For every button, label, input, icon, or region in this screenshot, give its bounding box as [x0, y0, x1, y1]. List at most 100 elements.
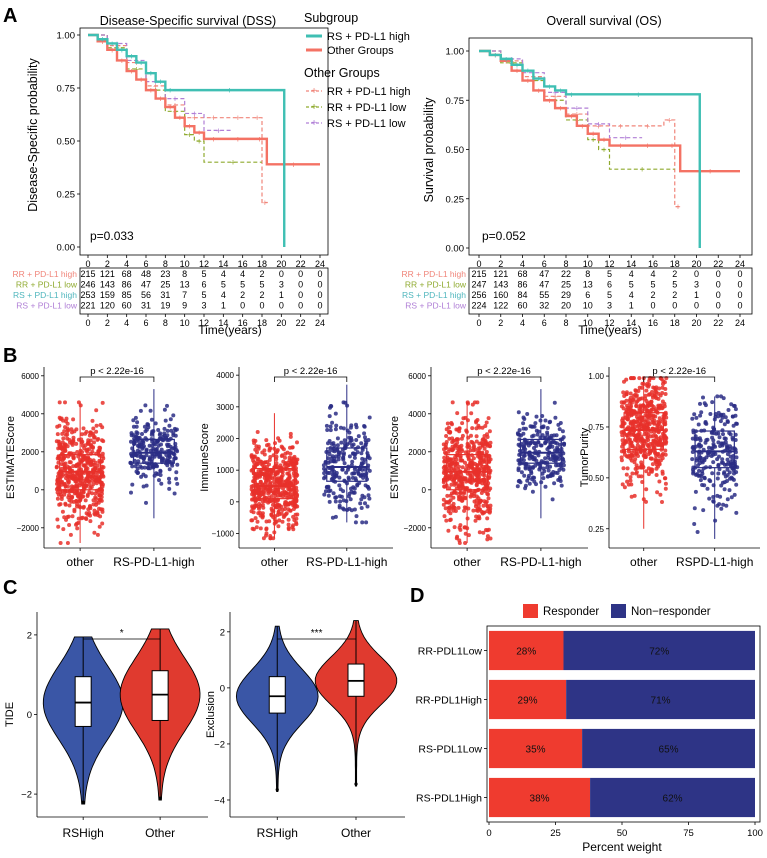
violin-y-label: Exclusion — [205, 691, 217, 738]
jitter-point — [658, 492, 663, 497]
jitter-point — [334, 474, 338, 479]
jitter-point — [143, 474, 148, 479]
box-y-tick-label: −2000 — [404, 524, 427, 533]
jitter-point — [453, 460, 457, 465]
jitter-point — [81, 426, 86, 431]
jitter-point — [144, 448, 149, 453]
jitter-point — [525, 412, 530, 416]
jitter-point — [628, 391, 633, 396]
panel-letter-b: B — [3, 345, 17, 367]
jitter-point — [94, 496, 99, 501]
jitter-point — [692, 412, 697, 417]
jitter-point — [158, 473, 163, 477]
km-censor-mark: + — [211, 134, 216, 144]
jitter-point — [703, 403, 708, 408]
jitter-point — [282, 463, 287, 467]
km-x-tick-label: 18 — [257, 259, 267, 269]
jitter-point — [70, 514, 75, 519]
risk-count: 2 — [259, 269, 264, 279]
jitter-point — [75, 450, 80, 454]
jitter-point — [543, 418, 548, 423]
jitter-point — [691, 467, 695, 472]
jitter-point — [353, 520, 358, 525]
jitter-point — [268, 536, 273, 541]
risk-count: 4 — [629, 290, 634, 300]
jitter-point — [444, 474, 448, 479]
km-censor-mark: + — [525, 66, 530, 76]
jitter-point — [532, 456, 537, 460]
jitter-point — [523, 465, 528, 470]
violin-tide: −2 0 2 TIDE RSHigh Other * — [4, 612, 208, 840]
jitter-point — [721, 460, 725, 465]
jitter-point — [628, 475, 633, 480]
jitter-point — [258, 526, 263, 531]
box-y-label: ESTIMATEScore — [5, 416, 17, 499]
jitter-point — [131, 418, 136, 423]
jitter-point — [734, 421, 739, 426]
jitter-point — [730, 435, 735, 440]
jitter-point — [708, 412, 713, 416]
jitter-point — [130, 464, 135, 469]
jitter-point — [81, 483, 86, 488]
jitter-point — [90, 449, 95, 454]
jitter-point — [650, 443, 655, 448]
risk-count: 0 — [298, 290, 303, 300]
bar-value-label: 38% — [530, 794, 550, 805]
risk-count: 3 — [279, 280, 284, 290]
risk-count: 0 — [737, 301, 742, 311]
risk-count: 0 — [317, 280, 322, 290]
jitter-point — [691, 471, 696, 476]
km-plot-area — [468, 37, 753, 256]
jitter-point — [87, 511, 92, 515]
jitter-point — [63, 461, 68, 466]
jitter-point — [646, 432, 651, 437]
jitter-point — [62, 515, 67, 520]
km-y-label: Disease-Specific probability — [26, 57, 40, 211]
risk-x-tick-label: 8 — [163, 318, 168, 328]
risk-count: 9 — [182, 301, 187, 311]
km-censor-mark: + — [168, 86, 173, 96]
jitter-point — [264, 519, 269, 524]
jitter-point — [165, 444, 170, 449]
jitter-point — [442, 478, 446, 483]
jitter-point — [449, 491, 454, 496]
jitter-point — [550, 444, 555, 449]
risk-count: 0 — [298, 280, 303, 290]
jitter-point — [455, 450, 460, 455]
jitter-point — [486, 496, 491, 501]
km-censor-mark: + — [645, 121, 650, 131]
jitter-point — [635, 443, 640, 448]
risk-x-tick-label: 10 — [180, 318, 190, 328]
jitter-point — [62, 429, 67, 434]
jitter-point — [262, 448, 267, 453]
jitter-point — [89, 485, 94, 489]
risk-count: 3 — [201, 301, 206, 311]
jitter-point — [442, 484, 447, 489]
risk-row-label: RS + PD-L1 low — [405, 301, 467, 311]
jitter-point — [522, 417, 527, 421]
jitter-point — [460, 458, 465, 463]
jitter-point — [478, 454, 483, 459]
jitter-point — [644, 469, 649, 474]
bar-non-responder — [566, 679, 755, 720]
jitter-point — [649, 413, 654, 418]
risk-count: 253 — [80, 290, 95, 300]
km-x-tick-label: 12 — [199, 259, 209, 269]
jitter-point — [279, 469, 284, 474]
jitter-point — [646, 472, 651, 477]
jitter-point — [97, 524, 102, 529]
jitter-point — [140, 432, 144, 436]
jitter-point — [446, 500, 451, 505]
jitter-point — [89, 459, 94, 464]
jitter-point — [655, 490, 660, 495]
jitter-point — [167, 467, 172, 472]
jitter-point — [448, 511, 453, 516]
jitter-point — [548, 473, 553, 478]
jitter-point — [264, 527, 269, 532]
jitter-point — [170, 463, 175, 468]
risk-table-frame — [79, 267, 329, 315]
jitter-point — [157, 478, 161, 483]
risk-count: 13 — [583, 280, 593, 290]
jitter-point — [77, 461, 82, 466]
km-censor-mark: + — [187, 130, 192, 140]
